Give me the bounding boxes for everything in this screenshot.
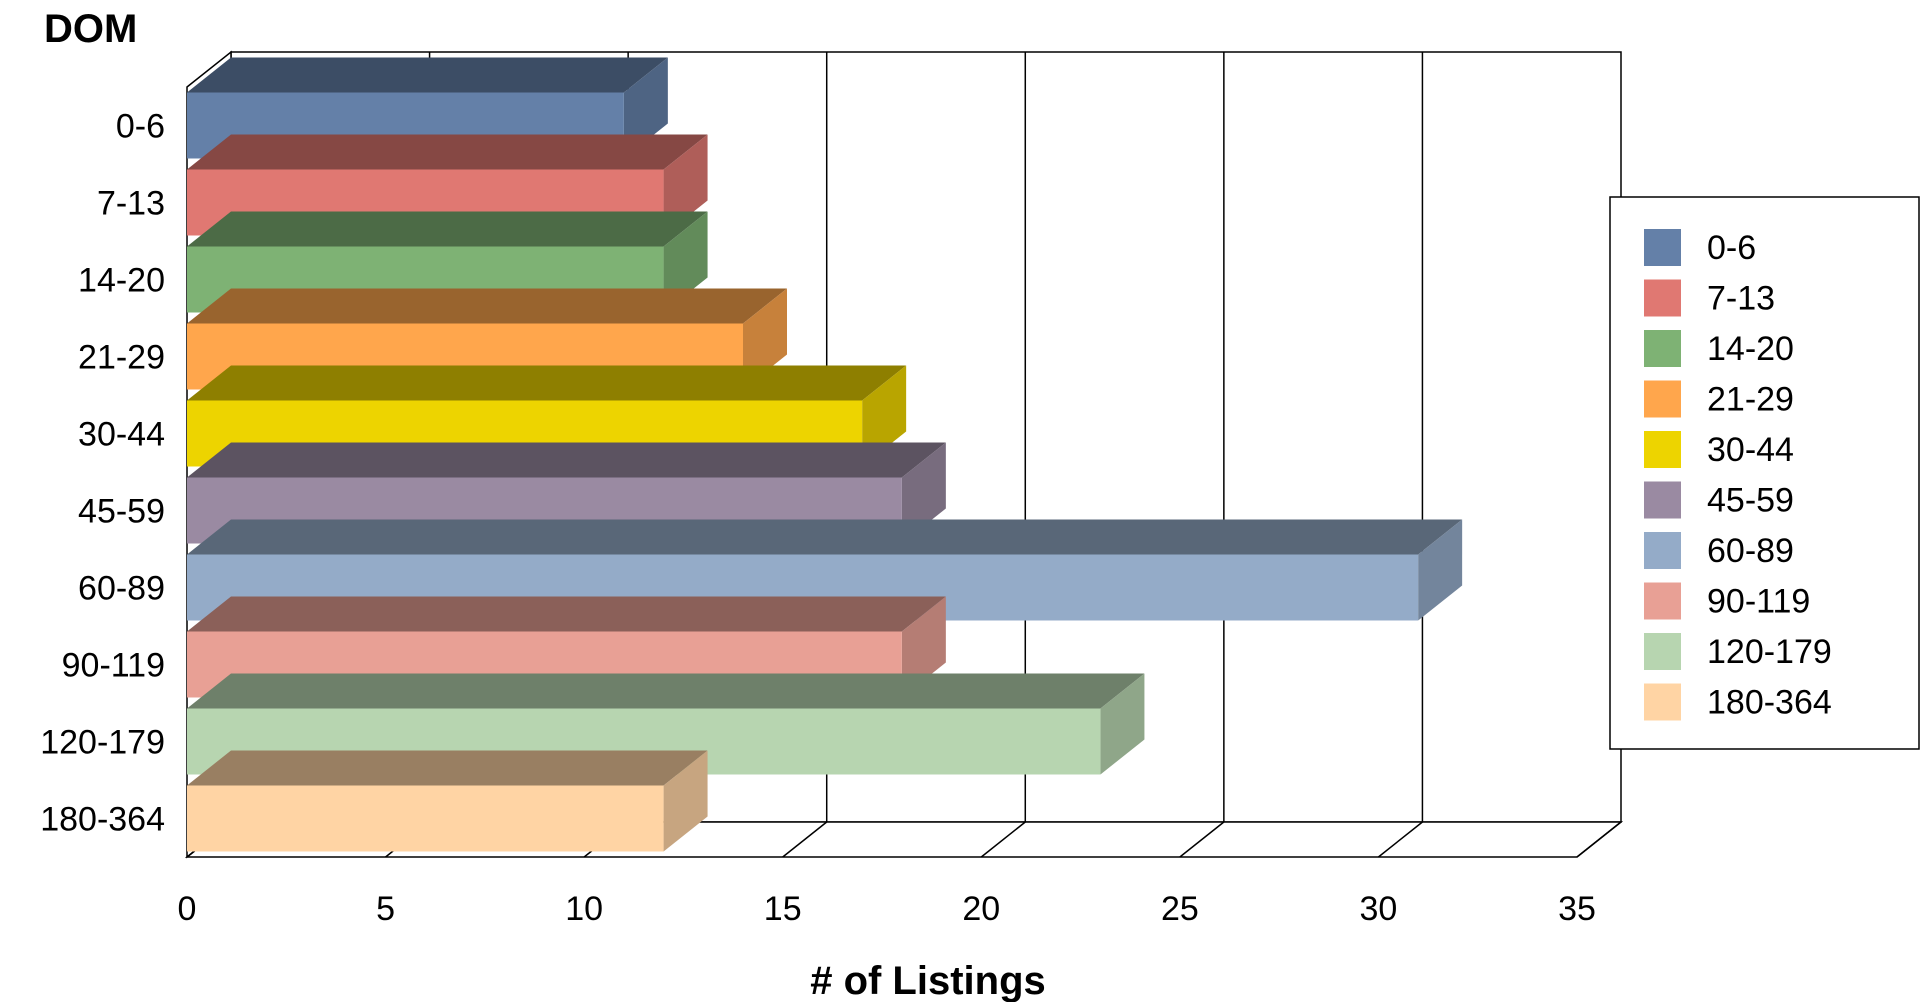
x-tick-label: 10: [565, 890, 603, 928]
y-tick-label: 0-6: [116, 108, 165, 146]
legend-label: 120-179: [1707, 633, 1832, 671]
y-tick-label: 120-179: [40, 724, 165, 762]
y-tick-label: 60-89: [78, 570, 165, 608]
bar-top-face: [187, 674, 1144, 709]
legend-item: 14-20: [1644, 330, 1794, 368]
x-tick-label: 25: [1161, 890, 1199, 928]
y-tick-label: 21-29: [78, 339, 165, 377]
y-axis-title: DOM: [44, 7, 137, 51]
legend-item: 30-44: [1644, 431, 1794, 469]
legend-label: 180-364: [1707, 684, 1832, 722]
legend-swatch: [1644, 381, 1681, 418]
y-tick-labels: 0-6 7-13 14-20 21-29 30-44 45-59 60-89 90-119 12…: [40, 108, 165, 839]
legend-label: 90-119: [1707, 583, 1810, 621]
legend-swatch: [1644, 431, 1681, 468]
legend-item: 7-13: [1644, 280, 1775, 318]
legend-item: 180-364: [1644, 684, 1832, 722]
x-tick-label: 35: [1558, 890, 1596, 928]
legend-swatch: [1644, 684, 1681, 721]
y-tick-label: 7-13: [97, 185, 165, 223]
legend-swatch: [1644, 229, 1681, 266]
bar-top-face: [187, 751, 708, 786]
bar-top-face: [187, 58, 668, 93]
legend-label: 14-20: [1707, 330, 1794, 368]
legend-swatch: [1644, 583, 1681, 620]
legend-swatch: [1644, 633, 1681, 670]
x-tick-label: 5: [376, 890, 395, 928]
bar-top-face: [187, 597, 946, 632]
legend-label: 45-59: [1707, 482, 1794, 520]
legend: 0-6 7-13 14-20 21-29 30-44 45-59 60-89 90-119 12…: [1610, 197, 1919, 749]
legend-item: 90-119: [1644, 583, 1810, 621]
bar-top-face: [187, 366, 906, 401]
x-tick-label: 20: [962, 890, 1000, 928]
x-axis-title: # of Listings: [810, 959, 1046, 1002]
bar-top-face: [187, 289, 787, 324]
x-tick-label: 15: [764, 890, 802, 928]
legend-swatch: [1644, 330, 1681, 367]
x-tick-labels: 0 5 10 15 20 25 30 35: [178, 890, 1596, 928]
y-tick-label: 90-119: [62, 647, 165, 685]
y-tick-label: 30-44: [78, 416, 165, 454]
bar-top-face: [187, 135, 708, 170]
bar-top-face: [187, 443, 946, 478]
x-tick-label: 30: [1360, 890, 1398, 928]
legend-swatch: [1644, 482, 1681, 519]
legend-label: 30-44: [1707, 431, 1794, 469]
bar-top-face: [187, 212, 708, 247]
bar-front-face: [187, 786, 664, 852]
legend-label: 21-29: [1707, 381, 1794, 419]
y-tick-label: 14-20: [78, 262, 165, 300]
x-tick-label: 0: [178, 890, 197, 928]
legend-swatch: [1644, 532, 1681, 569]
y-tick-label: 180-364: [40, 801, 165, 839]
legend-label: 7-13: [1707, 280, 1775, 318]
legend-label: 0-6: [1707, 229, 1756, 267]
legend-item: 120-179: [1644, 633, 1832, 671]
legend-label: 60-89: [1707, 532, 1794, 570]
legend-item: 60-89: [1644, 532, 1794, 570]
legend-item: 21-29: [1644, 381, 1794, 419]
legend-item: 45-59: [1644, 482, 1794, 520]
bar-180-364: [187, 751, 708, 852]
legend-swatch: [1644, 280, 1681, 317]
bar-top-face: [187, 520, 1462, 555]
y-tick-label: 45-59: [78, 493, 165, 531]
